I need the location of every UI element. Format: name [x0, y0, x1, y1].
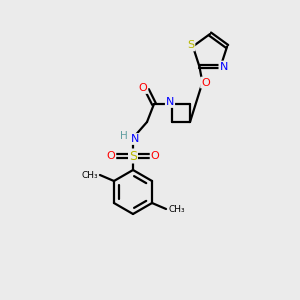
Text: S: S	[187, 40, 194, 50]
Text: O: O	[201, 78, 210, 88]
Text: O: O	[139, 83, 147, 93]
Text: S: S	[129, 149, 137, 163]
Text: CH₃: CH₃	[81, 170, 98, 179]
Text: H: H	[120, 131, 128, 141]
Text: N: N	[166, 97, 174, 107]
Text: CH₃: CH₃	[168, 205, 185, 214]
Text: O: O	[106, 151, 116, 161]
Text: N: N	[219, 61, 228, 72]
Text: O: O	[151, 151, 159, 161]
Text: N: N	[131, 134, 139, 144]
